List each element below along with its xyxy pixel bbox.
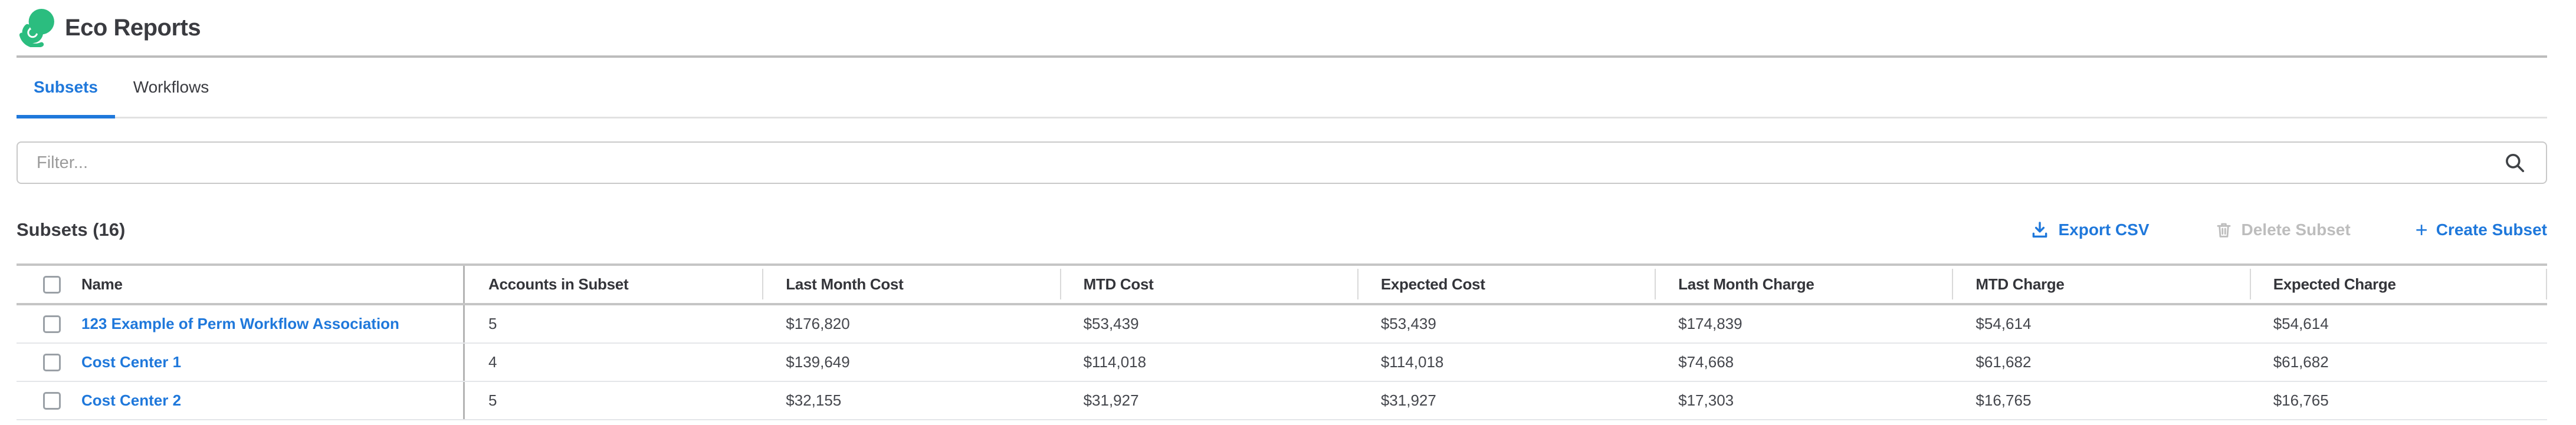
row-name-cell: Cost Center 1 <box>17 344 465 381</box>
create-subset-label: Create Subset <box>2436 220 2547 239</box>
cell-last-month-cost: $139,649 <box>786 353 850 371</box>
row-name-cell: 123 Example of Perm Workflow Association <box>17 305 465 342</box>
tab-subsets-label: Subsets <box>34 78 98 96</box>
cell-expected-cost: $31,927 <box>1380 391 1436 409</box>
tab-workflows-label: Workflows <box>133 78 209 96</box>
header-expected-charge: Expected Charge <box>2249 266 2548 303</box>
page-title: Eco Reports <box>65 14 201 41</box>
row-checkbox[interactable] <box>43 315 61 333</box>
filter-bar <box>17 141 2547 184</box>
cell-mtd-cost: $31,927 <box>1083 391 1139 409</box>
subset-link[interactable]: Cost Center 2 <box>81 391 182 409</box>
delete-subset-label: Delete Subset <box>2241 220 2351 239</box>
header-name-label: Name <box>81 275 123 293</box>
cell-mtd-charge: $54,614 <box>1976 315 2032 332</box>
header-expected-cost: Expected Cost <box>1357 266 1655 303</box>
subsets-toolbar: Subsets (16) Export CSV Delete Subset + … <box>17 211 2547 249</box>
subsets-table: Name Accounts in Subset Last Month Cost … <box>17 263 2548 420</box>
cell-expected-charge: $61,682 <box>2273 353 2329 371</box>
cell-last-month-cost: $32,155 <box>786 391 842 409</box>
cell-expected-charge: $16,765 <box>2273 391 2329 409</box>
cell-last-month-charge: $74,668 <box>1678 353 1734 371</box>
cell-accounts: 5 <box>488 391 497 409</box>
row-checkbox[interactable] <box>43 353 61 371</box>
tab-bar: Subsets Workflows <box>17 58 2547 118</box>
app-header: Eco Reports <box>17 0 2547 58</box>
cell-mtd-cost: $114,018 <box>1083 353 1147 371</box>
table-row: 123 Example of Perm Workflow Association… <box>17 305 2547 344</box>
subsets-heading: Subsets (16) <box>17 219 126 240</box>
tab-subsets[interactable]: Subsets <box>17 58 115 118</box>
cell-expected-cost: $53,439 <box>1380 315 1436 332</box>
toolbar-actions: Export CSV Delete Subset + Create Subset <box>2030 219 2547 240</box>
eco-logo-icon <box>19 9 54 47</box>
table-row: Cost Center 1 4 $139,649 $114,018 $114,0… <box>17 344 2547 382</box>
cell-last-month-charge: $174,839 <box>1678 315 1743 332</box>
cell-last-month-cost: $176,820 <box>786 315 850 332</box>
header-mtd-charge: MTD Charge <box>1952 266 2249 303</box>
cell-mtd-charge: $61,682 <box>1976 353 2032 371</box>
export-csv-button[interactable]: Export CSV <box>2030 220 2150 240</box>
cell-mtd-charge: $16,765 <box>1976 391 2032 409</box>
plus-icon: + <box>2415 218 2428 242</box>
cell-last-month-charge: $17,303 <box>1678 391 1734 409</box>
cell-expected-charge: $54,614 <box>2273 315 2329 332</box>
cell-accounts: 5 <box>488 315 497 332</box>
cell-accounts: 4 <box>488 353 497 371</box>
header-last-month-charge: Last Month Charge <box>1655 266 1952 303</box>
create-subset-button[interactable]: + Create Subset <box>2416 219 2547 240</box>
download-icon <box>2033 222 2047 238</box>
cell-mtd-cost: $53,439 <box>1083 315 1139 332</box>
table-row: Cost Center 2 5 $32,155 $31,927 $31,927 … <box>17 382 2547 420</box>
header-mtd-cost: MTD Cost <box>1059 266 1357 303</box>
select-all-checkbox[interactable] <box>43 275 61 294</box>
filter-input[interactable] <box>17 141 2547 184</box>
cell-expected-cost: $114,018 <box>1380 353 1444 371</box>
header-accounts: Accounts in Subset <box>488 275 629 293</box>
export-csv-label: Export CSV <box>2058 220 2150 239</box>
row-checkbox[interactable] <box>43 391 61 410</box>
delete-subset-button[interactable]: Delete Subset <box>2214 220 2351 239</box>
table-header-row: Name Accounts in Subset Last Month Cost … <box>17 266 2548 305</box>
header-last-month-cost: Last Month Cost <box>762 266 1059 303</box>
search-icon[interactable] <box>2503 151 2526 174</box>
row-name-cell: Cost Center 2 <box>17 382 465 419</box>
header-name: Name <box>17 266 465 303</box>
trash-icon <box>2217 223 2230 238</box>
subset-link[interactable]: 123 Example of Perm Workflow Association <box>81 315 399 332</box>
subset-link[interactable]: Cost Center 1 <box>81 353 182 371</box>
tab-workflows[interactable]: Workflows <box>115 58 227 117</box>
